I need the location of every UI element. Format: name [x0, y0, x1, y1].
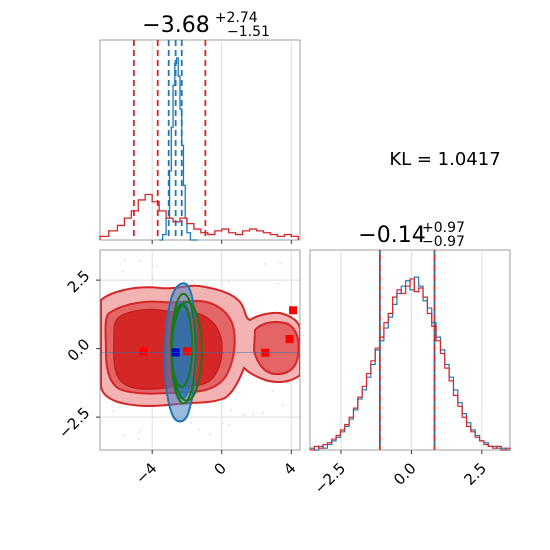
marginal-x-quantile-lines — [133, 40, 207, 240]
joint-scatter-point — [137, 437, 140, 440]
joint-scatter-point — [221, 422, 224, 425]
marginal-x-title-main: −3.68 — [142, 13, 209, 38]
joint-scatter-point — [261, 411, 264, 414]
marginal-y-title-sub: −0.97 — [422, 234, 465, 250]
marginal-x-hist-series-1 — [99, 193, 299, 240]
marginal-y-frame — [309, 249, 511, 451]
joint-scatter-point — [191, 280, 193, 283]
marginal-y-hist-series-0 — [309, 276, 510, 451]
joint-scatter-point — [227, 424, 230, 427]
joint-frame — [99, 249, 301, 451]
marginal-x-hist-series-0 — [159, 57, 198, 241]
joint-scatter-point — [277, 282, 279, 285]
joint-scatter-point — [230, 409, 233, 412]
marginal-x-title: −3.68 +2.74 — [142, 10, 258, 38]
marginal-x-grid — [151, 40, 292, 240]
marginal-y-grid — [340, 250, 483, 450]
joint-scatter-point — [228, 280, 231, 283]
joint-scatter-point — [252, 413, 254, 416]
marginal-y-title: −0.14 — [358, 223, 425, 248]
joint-scatter-point — [279, 262, 282, 265]
marginal-x-title-sub: −1.51 — [227, 24, 270, 40]
marginal-x-histograms — [99, 57, 299, 241]
joint-scatter-point — [124, 259, 126, 261]
joint-scatter-point — [156, 265, 159, 267]
red-square-marker — [139, 347, 148, 356]
marginal-x-panel: −3.68 +2.74 −1.51 — [99, 10, 301, 244]
truth-ellipse — [170, 303, 194, 388]
joint-x-tick-label: 4 — [280, 459, 299, 478]
marginal-y-tick-label: 2.5 — [460, 459, 490, 489]
marginal-y-title-sup: +0.97 — [422, 220, 465, 236]
marginal-y-hist-series-1 — [310, 278, 511, 451]
joint-y-ticks: −2.5 0.0 2.5 — [55, 267, 100, 442]
joint-scatter-point — [138, 431, 141, 434]
kl-annotation: KL = 1.0417 — [389, 149, 500, 170]
red-square-marker — [285, 335, 294, 344]
joint-x-ticks: −4 0 4 — [132, 450, 300, 488]
joint-scatter-point — [282, 403, 285, 406]
joint-scatter-point — [138, 259, 141, 262]
red-square-marker — [182, 347, 191, 356]
marginal-y-tick-label: 0.0 — [390, 459, 420, 489]
marginal-x-frame — [99, 39, 301, 241]
joint-scatter-point — [271, 390, 274, 393]
joint-scatter-point — [209, 433, 211, 436]
joint-contours — [100, 259, 300, 440]
joint-scatter-point — [264, 263, 267, 265]
joint-x-tick-label: 0 — [211, 459, 230, 478]
joint-panel: −4 0 4 −2.5 0.0 2.5 — [55, 249, 301, 488]
red-square-marker — [289, 306, 298, 315]
joint-scatter-point — [139, 429, 142, 431]
marginal-y-tick-label: −2.5 — [311, 459, 349, 497]
joint-scatter-point — [190, 421, 192, 424]
joint-scatter-point — [122, 279, 124, 282]
marginal-x-tick-marks — [151, 240, 292, 244]
joint-y-tick-label: 0.0 — [64, 335, 94, 365]
marginal-y-panel: −2.5 0.0 2.5 −0.14 +0.97 −0.97 — [309, 220, 511, 498]
joint-scatter-point — [112, 410, 115, 413]
joint-scatter-point — [198, 428, 200, 431]
joint-y-tick-label: 2.5 — [64, 267, 94, 297]
marginal-x-title-sup: +2.74 — [215, 10, 258, 26]
joint-y-tick-label: −2.5 — [55, 404, 93, 442]
joint-scatter-point — [151, 278, 154, 281]
joint-scatter-point — [122, 434, 125, 437]
marginal-y-quantile-lines — [378, 250, 436, 450]
marginal-y-ticks: −2.5 0.0 2.5 — [311, 450, 490, 498]
joint-x-tick-label: −4 — [132, 459, 160, 487]
marginal-y-title-main: −0.14 — [358, 223, 425, 248]
marginal-y-histograms — [309, 276, 511, 451]
joint-scatter-point — [122, 270, 125, 273]
joint-scatter-point — [243, 414, 246, 417]
